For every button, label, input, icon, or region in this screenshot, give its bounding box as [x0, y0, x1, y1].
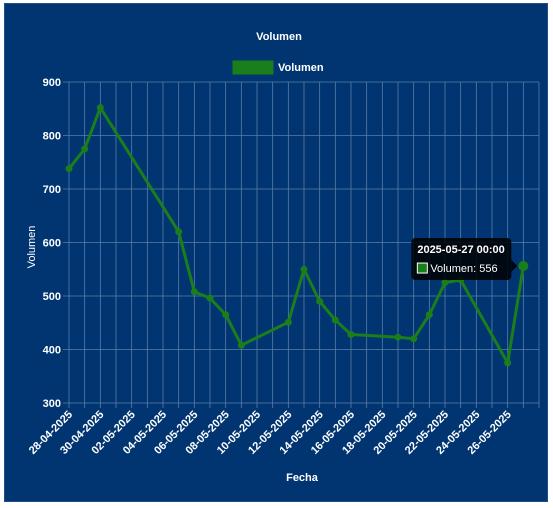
data-point[interactable]: [96, 104, 104, 112]
legend-swatch[interactable]: [232, 60, 274, 75]
grid: [63, 81, 540, 408]
tooltip-box: [411, 238, 512, 281]
data-point[interactable]: [284, 318, 292, 326]
y-axis-title: Volumen: [26, 226, 38, 269]
series-volumen: [65, 104, 529, 367]
data-point[interactable]: [206, 294, 214, 302]
y-tick-label: 600: [43, 238, 61, 250]
data-point[interactable]: [410, 335, 418, 343]
y-tick-label: 500: [43, 291, 61, 303]
data-point[interactable]: [347, 331, 355, 339]
data-point[interactable]: [237, 341, 245, 349]
chart-title: Volumen: [256, 31, 302, 43]
tooltip-title: 2025-05-27 00:00: [417, 244, 504, 256]
data-point[interactable]: [425, 311, 433, 319]
legend[interactable]: Volumen: [232, 60, 324, 75]
chart-title-group: Volumen: [256, 31, 302, 43]
series-line: [67, 106, 525, 365]
data-point[interactable]: [441, 279, 449, 287]
data-point[interactable]: [81, 145, 89, 153]
x-axis-title: Fecha: [286, 472, 319, 484]
data-point[interactable]: [222, 311, 230, 319]
tooltip: 2025-05-27 00:00 Volumen: 556: [411, 238, 518, 281]
tooltip-caret: [511, 260, 518, 273]
data-point[interactable]: [300, 265, 308, 273]
tooltip-swatch: [416, 262, 428, 274]
data-point[interactable]: [394, 333, 402, 341]
y-tick-label: 900: [43, 77, 61, 89]
data-point[interactable]: [65, 165, 73, 173]
data-point[interactable]: [331, 316, 339, 324]
legend-label[interactable]: Volumen: [278, 62, 324, 74]
y-tick-label: 400: [43, 345, 61, 357]
chart-panel: Volumen Volumen 300 400 500 600 700 800 900 28…: [4, 3, 548, 502]
data-point[interactable]: [190, 288, 198, 296]
data-point[interactable]: [504, 359, 512, 367]
tooltip-label: Volumen: 556: [430, 263, 497, 275]
y-axis: 300 400 500 600 700 800 900: [43, 77, 61, 410]
y-tick-label: 700: [43, 184, 61, 196]
line-chart: Volumen Volumen 300 400 500 600 700 800 900 28…: [26, 31, 540, 484]
data-point[interactable]: [316, 297, 324, 305]
data-point[interactable]: [518, 261, 529, 272]
x-axis: 28-04-202530-04-202502-05-202504-05-2025…: [27, 409, 514, 457]
y-tick-label: 800: [43, 131, 61, 143]
data-point[interactable]: [175, 228, 183, 236]
y-tick-label: 300: [43, 398, 61, 410]
